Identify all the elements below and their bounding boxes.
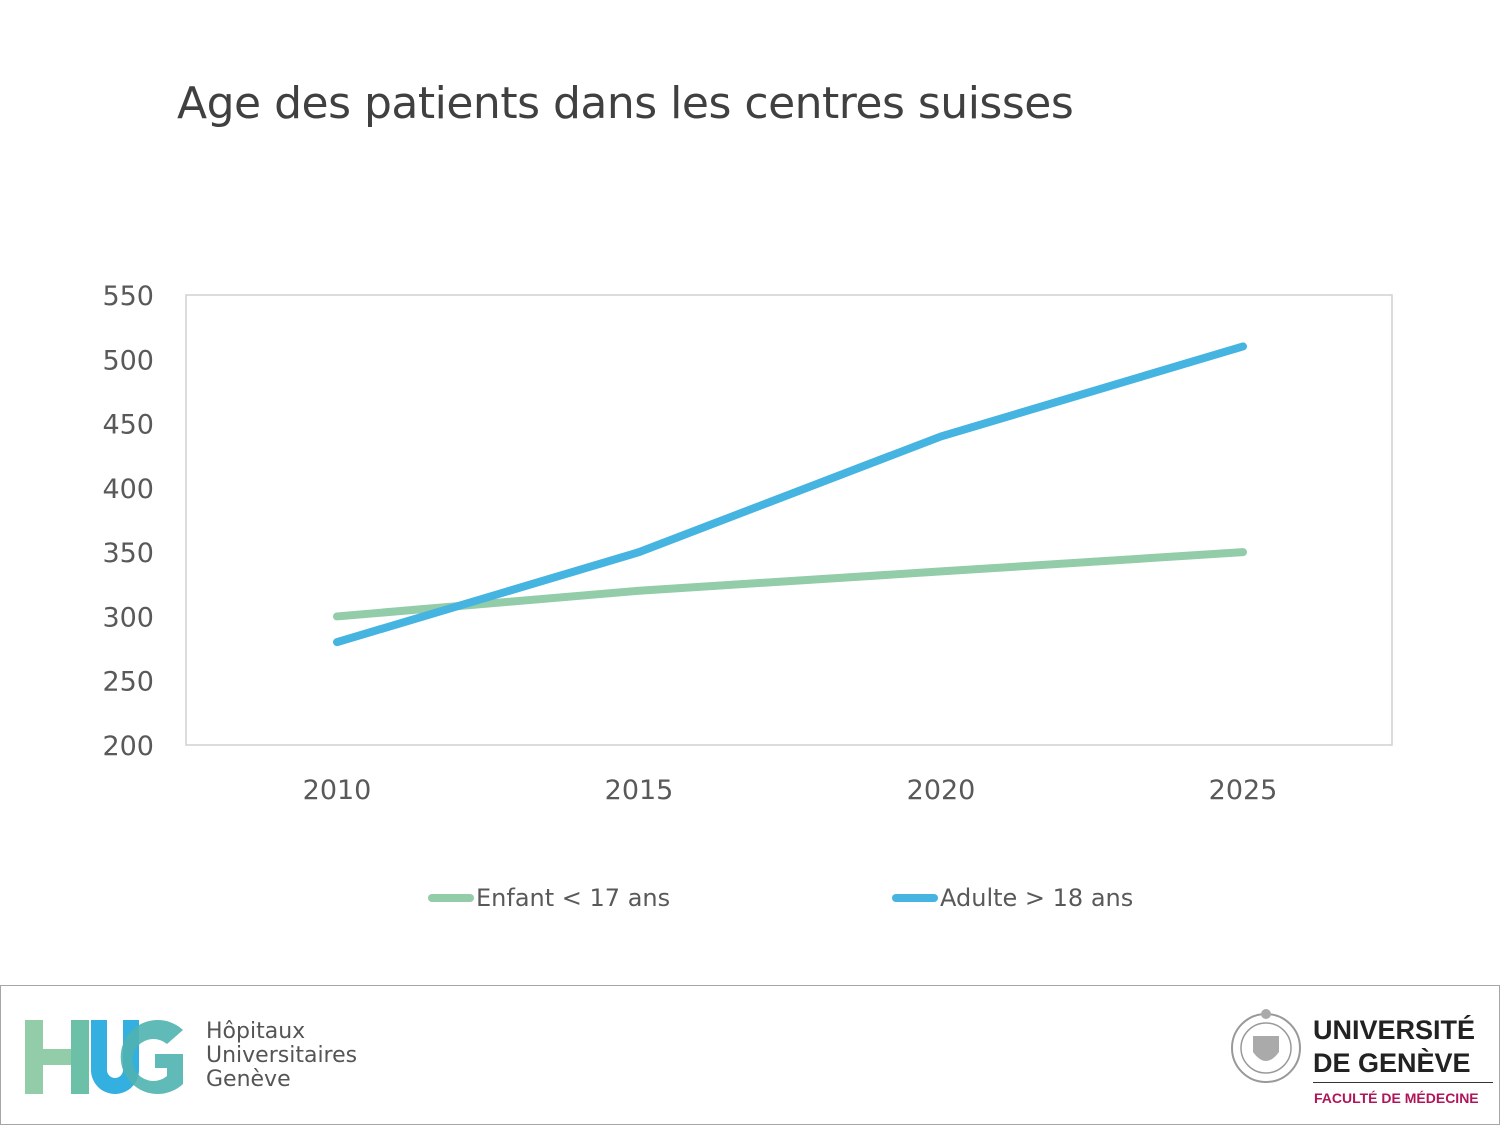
hug-name: Hôpitaux Universitaires Genève: [206, 1020, 357, 1092]
x-tick-label: 2025: [1209, 775, 1278, 806]
unige-name-line: UNIVERSITÉ: [1313, 1015, 1476, 1045]
unige-name: UNIVERSITÉ DE GENÈVE: [1313, 1014, 1494, 1083]
x-tick-label: 2015: [605, 775, 674, 806]
hug-logo: [25, 1020, 183, 1094]
y-tick-label: 500: [102, 345, 154, 376]
series-line-adulte: [333, 342, 1247, 647]
legend-item-adulte: Adulte > 18 ans: [892, 884, 1133, 912]
hug-name-line: Hôpitaux: [206, 1019, 306, 1044]
legend-item-enfant: Enfant < 17 ans: [428, 884, 670, 912]
x-tick-label: 2010: [303, 775, 372, 806]
legend-label: Adulte > 18 ans: [940, 884, 1134, 912]
plot-area: [185, 294, 1393, 746]
unige-name-line: DE GENÈVE: [1313, 1048, 1471, 1078]
series-line-enfant: [333, 548, 1247, 621]
unige-seal-icon: [1231, 1009, 1301, 1083]
footer: Hôpitaux Universitaires Genève UNIVERSIT…: [0, 985, 1500, 1125]
legend-swatch: [892, 894, 938, 902]
y-tick-label: 200: [102, 731, 154, 762]
y-tick-label: 400: [102, 474, 154, 505]
x-tick-label: 2020: [907, 775, 976, 806]
legend-label: Enfant < 17 ans: [476, 884, 671, 912]
hug-name-line: Universitaires: [206, 1043, 358, 1068]
y-tick-label: 350: [102, 538, 154, 569]
line-chart: 200 250 300 350 400 450 500 550 2010 2015 2020 202…: [102, 281, 1393, 806]
y-tick-label: 550: [102, 281, 154, 312]
unige-faculty: FACULTÉ DE MÉDECINE: [1314, 1090, 1479, 1106]
chart-title: Age des patients dans les centres suisse…: [177, 78, 1074, 129]
hug-name-line: Genève: [206, 1067, 291, 1092]
y-tick-label: 450: [102, 410, 154, 441]
legend-swatch: [428, 894, 474, 902]
y-tick-label: 300: [102, 602, 154, 633]
y-tick-label: 250: [102, 667, 154, 698]
